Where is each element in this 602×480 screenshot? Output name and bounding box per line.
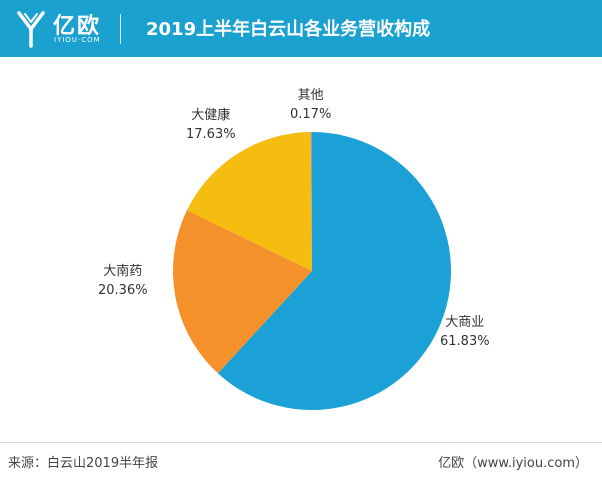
slice-name: 大商业: [445, 315, 485, 330]
footer-divider: [0, 442, 602, 443]
pie-label-dashangye: 大商业 61.83%: [440, 313, 490, 351]
logo-text: 亿欧: [53, 14, 102, 39]
slice-name: 大健康: [191, 108, 231, 123]
pie-slice-1: [173, 210, 312, 374]
slice-name: 大南药: [103, 264, 143, 279]
header-divider: [120, 14, 121, 44]
header-bar: 亿欧 IYIOU·COM 2019上半年白云山各业务营收构成: [0, 0, 602, 57]
slice-name: 其他: [297, 88, 324, 103]
brand-footer: 亿欧（www.iyiou.com）: [438, 456, 588, 471]
source-note: 来源：白云山2019半年报: [8, 456, 159, 471]
pie-slice-2: [186, 132, 312, 271]
pie-chart: [173, 132, 452, 410]
logo-subtext: IYIOU·COM: [54, 36, 101, 44]
slice-value: 0.17%: [290, 107, 332, 122]
pie-label-danannyao: 大南药 20.36%: [98, 262, 148, 300]
pie-slice-3: [310, 132, 312, 271]
pie-label-dajiankang: 大健康 17.63%: [186, 106, 236, 144]
logo-icon: [17, 11, 45, 48]
pie-label-qita: 其他 0.17%: [290, 86, 331, 124]
slice-value: 20.36%: [98, 283, 148, 298]
chart-title: 2019上半年白云山各业务营收构成: [146, 19, 431, 40]
slice-value: 17.63%: [186, 127, 236, 142]
pie-slice-0: [217, 132, 452, 410]
slice-value: 61.83%: [440, 334, 490, 349]
